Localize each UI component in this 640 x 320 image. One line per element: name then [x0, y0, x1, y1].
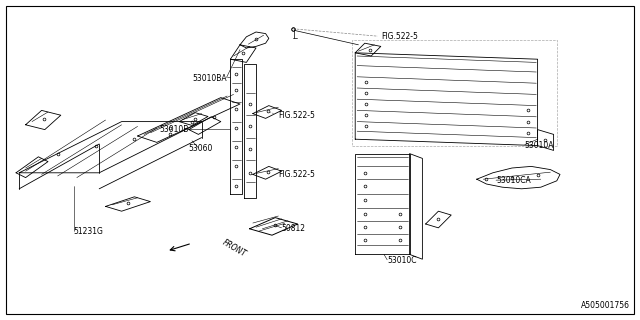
Text: 51231G: 51231G: [74, 228, 104, 236]
Text: 53010BA: 53010BA: [193, 74, 227, 83]
Text: 53010C: 53010C: [387, 256, 417, 265]
Text: 50812: 50812: [282, 224, 306, 233]
Text: FRONT: FRONT: [221, 238, 248, 258]
Text: 53010CA: 53010CA: [496, 176, 531, 185]
Text: FIG.522-5: FIG.522-5: [278, 170, 316, 179]
Text: A505001756: A505001756: [581, 301, 630, 310]
Text: 53010B: 53010B: [159, 125, 189, 134]
Text: 53010A: 53010A: [525, 141, 554, 150]
Text: FIG.522-5: FIG.522-5: [381, 32, 418, 41]
Text: 53060: 53060: [189, 144, 213, 153]
Text: FIG.522-5: FIG.522-5: [278, 111, 316, 120]
